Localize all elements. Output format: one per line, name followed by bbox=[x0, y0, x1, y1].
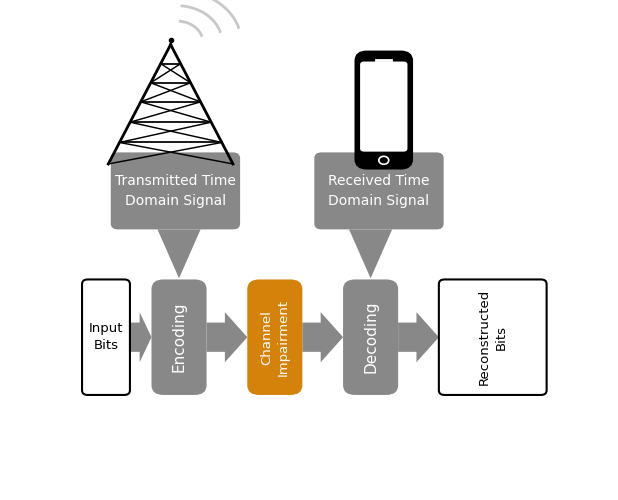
FancyBboxPatch shape bbox=[315, 152, 444, 230]
Text: Transmitted Time
Domain Signal: Transmitted Time Domain Signal bbox=[115, 174, 236, 208]
Polygon shape bbox=[349, 230, 392, 278]
Text: Encoding: Encoding bbox=[172, 302, 187, 372]
Circle shape bbox=[379, 156, 389, 164]
FancyBboxPatch shape bbox=[439, 280, 547, 395]
Text: Input
Bits: Input Bits bbox=[89, 322, 123, 352]
Polygon shape bbox=[130, 312, 151, 362]
FancyBboxPatch shape bbox=[82, 280, 130, 395]
FancyBboxPatch shape bbox=[151, 280, 206, 395]
FancyBboxPatch shape bbox=[356, 52, 412, 168]
Polygon shape bbox=[302, 312, 343, 362]
FancyBboxPatch shape bbox=[111, 152, 240, 230]
Text: Decoding: Decoding bbox=[363, 301, 378, 374]
FancyBboxPatch shape bbox=[343, 280, 398, 395]
Text: Received Time
Domain Signal: Received Time Domain Signal bbox=[328, 174, 430, 208]
Polygon shape bbox=[158, 230, 201, 278]
FancyBboxPatch shape bbox=[247, 280, 302, 395]
FancyBboxPatch shape bbox=[360, 62, 407, 152]
Polygon shape bbox=[206, 312, 247, 362]
Text: Reconstructed
Bits: Reconstructed Bits bbox=[478, 289, 508, 386]
Text: Channel
Impairment: Channel Impairment bbox=[260, 298, 289, 376]
Polygon shape bbox=[398, 312, 439, 362]
